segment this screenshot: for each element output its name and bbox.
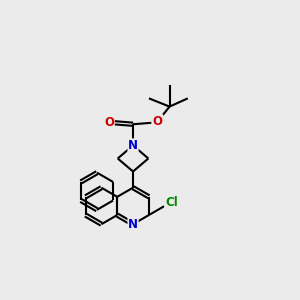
Text: N: N [128,218,138,231]
Text: Cl: Cl [165,196,178,208]
Text: O: O [104,116,114,129]
Text: N: N [128,139,138,152]
Text: O: O [153,115,163,128]
